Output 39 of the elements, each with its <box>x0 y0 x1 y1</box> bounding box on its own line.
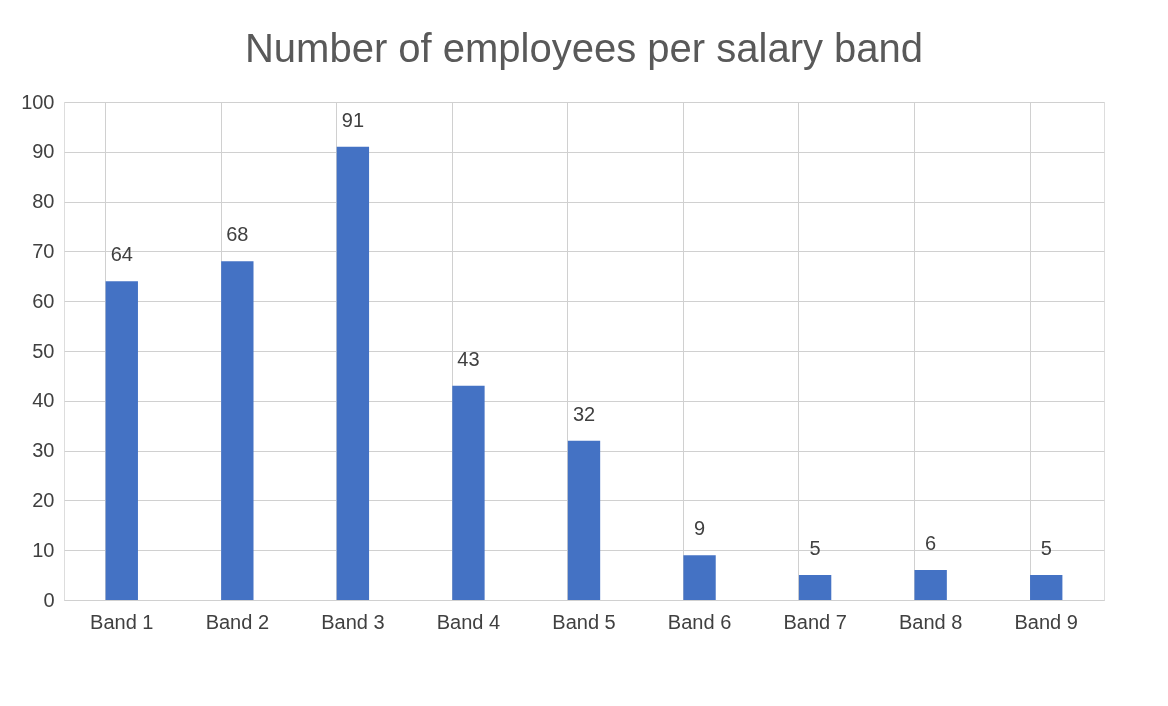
x-tick-label: Band 6 <box>667 610 732 633</box>
data-label: 68 <box>226 223 249 246</box>
x-tick-label: Band 3 <box>321 610 385 633</box>
y-tick-label: 30 <box>32 439 55 462</box>
data-label: 43 <box>457 347 480 370</box>
y-tick-label: 50 <box>32 339 55 362</box>
x-tick-label: Band 1 <box>90 610 154 633</box>
bar <box>683 555 716 600</box>
data-label: 91 <box>341 108 365 131</box>
y-tick-label: 60 <box>32 289 55 312</box>
data-label: 6 <box>925 532 937 555</box>
x-tick-label: Band 7 <box>783 610 847 633</box>
data-label: 32 <box>572 402 596 425</box>
bar <box>1030 575 1063 600</box>
data-label: 5 <box>809 537 821 560</box>
y-tick-label: 80 <box>32 190 55 213</box>
data-label: 5 <box>1040 537 1052 560</box>
y-tick-label: 10 <box>32 538 55 561</box>
data-label: 9 <box>693 517 706 540</box>
x-tick-label: Band 5 <box>552 610 616 633</box>
bar <box>567 440 601 600</box>
bar <box>452 385 485 600</box>
bar <box>221 261 254 600</box>
y-tick-label: 100 <box>21 90 55 113</box>
x-tick-label: Band 8 <box>898 610 963 633</box>
y-tick-label: 20 <box>32 488 55 511</box>
x-tick-label: Band 9 <box>1014 610 1078 633</box>
bar <box>914 570 947 600</box>
bar <box>798 575 832 600</box>
x-tick-label: Band 2 <box>205 610 270 633</box>
y-tick-label: 70 <box>32 239 55 262</box>
data-label: 64 <box>110 243 133 266</box>
y-tick-label: 0 <box>43 588 55 611</box>
bar <box>336 146 370 600</box>
bar <box>105 281 138 600</box>
chart-title: Number of employees per salary band <box>244 26 924 70</box>
y-tick-label: 40 <box>32 389 55 412</box>
y-tick-label: 90 <box>32 140 55 163</box>
x-tick-label: Band 4 <box>436 610 501 633</box>
